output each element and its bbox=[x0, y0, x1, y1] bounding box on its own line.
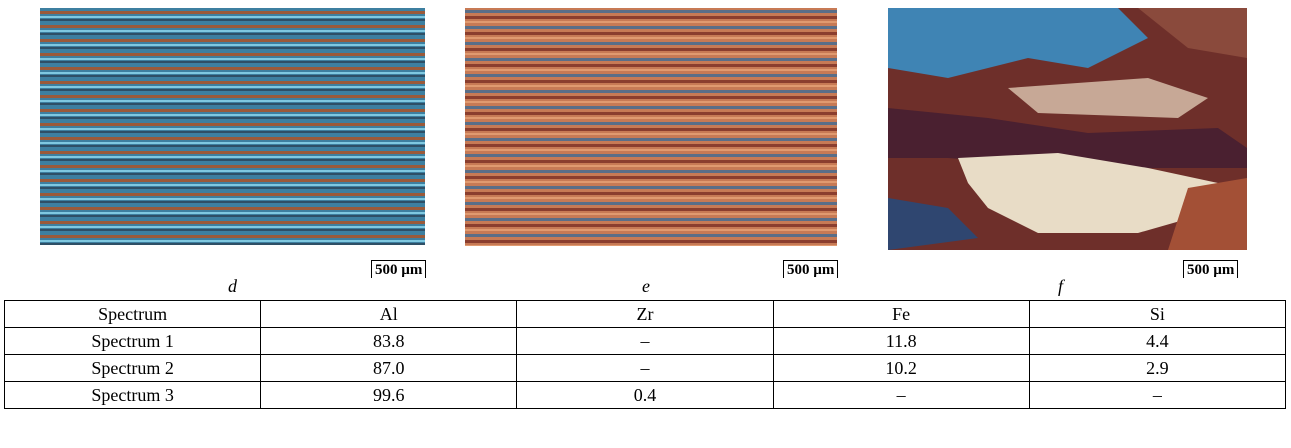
table-cell: 0.4 bbox=[516, 381, 774, 409]
table-cell: 83.8 bbox=[260, 327, 518, 355]
header-row: Spectrum Al Zr Fe Si bbox=[3, 300, 1287, 328]
table-row: Spectrum 3 99.6 0.4– – bbox=[3, 381, 1287, 409]
table-row: Spectrum 2 87.0–10.2 2.9 bbox=[3, 354, 1287, 382]
table-cell: Si bbox=[1028, 300, 1287, 328]
table-cell: 87.0 bbox=[260, 354, 518, 382]
table-cell: – bbox=[772, 381, 1030, 409]
table-cell: Fe bbox=[772, 300, 1030, 328]
scale-bar: 500 µm bbox=[783, 260, 839, 278]
table-cell: Spectrum 2 bbox=[3, 354, 262, 382]
table-cell: Al bbox=[260, 300, 518, 328]
table-cell: – bbox=[516, 354, 774, 382]
table-cell: – bbox=[1028, 381, 1287, 409]
panel-label: f bbox=[1058, 276, 1064, 296]
table-cell: Spectrum 1 bbox=[3, 327, 262, 355]
table-cell: 2.9 bbox=[1028, 354, 1287, 382]
table-row: Spectrum 1 83.8–11.8 4.4 bbox=[3, 327, 1287, 355]
table-cell: 99.6 bbox=[260, 381, 518, 409]
scale-bar: 500 µm bbox=[1183, 260, 1239, 278]
table-cell: – bbox=[516, 327, 774, 355]
scale-bar: 500 µm bbox=[371, 260, 427, 278]
panel-label: e bbox=[642, 276, 650, 296]
composition-table: Spectrum Al Zr Fe Si Spectrum 1 83.8–11.8 4.4 Sp… bbox=[3, 300, 1287, 409]
table-cell: 4.4 bbox=[1028, 327, 1287, 355]
table-cell: 11.8 bbox=[772, 327, 1030, 355]
table-cell: Zr bbox=[516, 300, 774, 328]
micrograph-d bbox=[40, 8, 425, 245]
table-cell: Spectrum bbox=[3, 300, 262, 328]
panel-label: d bbox=[228, 276, 237, 296]
micrograph-f bbox=[888, 8, 1247, 250]
table-cell: 10.2 bbox=[772, 354, 1030, 382]
table-cell: Spectrum 3 bbox=[3, 381, 262, 409]
micrograph-e bbox=[465, 8, 837, 246]
